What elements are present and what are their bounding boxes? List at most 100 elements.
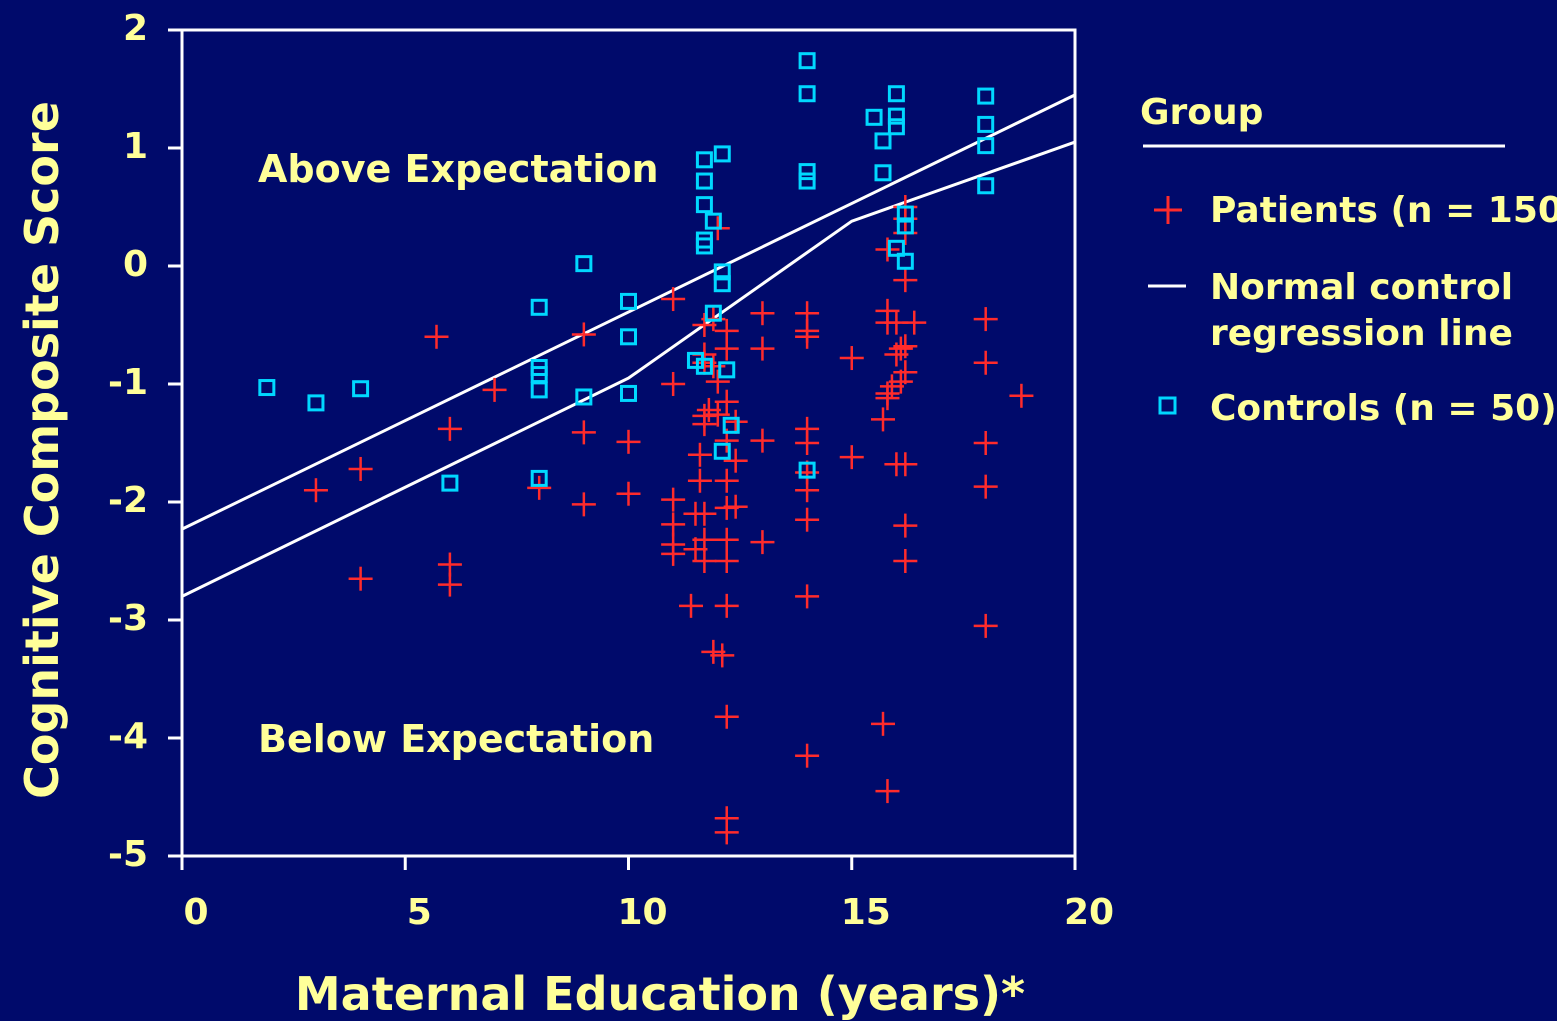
- patient-point: [973, 474, 998, 499]
- patient-point: [692, 412, 717, 437]
- legend-item-patients: Patients (n = 150): [1154, 190, 1557, 231]
- control-point: [307, 394, 325, 412]
- control-point: [713, 263, 731, 281]
- patient-point: [875, 237, 900, 262]
- patient-point: [839, 445, 864, 470]
- patient-point: [710, 643, 735, 668]
- patient-point: [348, 566, 373, 591]
- patient-point: [437, 552, 462, 577]
- x-tick-label: 20: [1064, 892, 1114, 933]
- patient-point: [871, 711, 896, 736]
- patient-point: [714, 468, 739, 493]
- patient-point: [692, 527, 717, 552]
- regression-line: [181, 93, 1076, 531]
- patient-point: [839, 346, 864, 371]
- patient-point: [893, 360, 918, 385]
- patient-point: [571, 322, 596, 347]
- y-tick-label: -3: [108, 598, 148, 639]
- patient-point: [795, 584, 820, 609]
- control-point: [441, 474, 459, 492]
- control-point: [713, 275, 731, 293]
- patient-point: [973, 350, 998, 375]
- patient-point: [714, 704, 739, 729]
- control-point: [722, 416, 740, 434]
- control-point: [798, 52, 816, 70]
- patient-point: [661, 541, 686, 566]
- plot-area: 210-1-2-3-4-50 5 10 15 20: [108, 8, 1114, 933]
- patient-point: [893, 549, 918, 573]
- control-point: [896, 205, 914, 223]
- control-point: [798, 461, 816, 479]
- y-tick-label: -2: [108, 480, 148, 521]
- legend-item-regression-line: Normal control regression line: [1148, 267, 1513, 354]
- patient-point: [795, 478, 820, 503]
- control-point: [798, 85, 816, 103]
- control-point: [713, 145, 731, 163]
- patient-point: [437, 572, 462, 597]
- patient-point: [661, 487, 686, 512]
- patient-point: [616, 481, 641, 506]
- patient-point: [705, 369, 730, 394]
- square-marker-icon: [1158, 396, 1177, 415]
- control-point: [798, 172, 816, 190]
- patient-point: [692, 501, 717, 526]
- patient-point: [902, 310, 927, 335]
- patient-point: [437, 416, 462, 441]
- patient-point: [750, 336, 775, 361]
- control-point: [575, 255, 593, 273]
- control-point: [865, 108, 883, 126]
- patient-point: [714, 527, 739, 552]
- patient-point: [893, 334, 918, 359]
- control-point: [695, 357, 713, 375]
- control-point: [887, 107, 905, 125]
- patient-point: [527, 475, 552, 500]
- control-point: [695, 196, 713, 214]
- patient-point: [714, 336, 739, 361]
- y-tick-label: 0: [123, 244, 148, 285]
- control-point: [620, 384, 637, 402]
- patient-point: [875, 386, 900, 411]
- control-point: [977, 115, 995, 133]
- control-point: [352, 380, 370, 398]
- patient-point: [893, 268, 918, 293]
- patient-point: [714, 549, 739, 573]
- control-point: [620, 292, 637, 310]
- patient-point: [687, 468, 712, 493]
- patient-point: [714, 820, 739, 845]
- patient-point: [303, 478, 328, 503]
- x-tick-label: 15: [841, 892, 891, 933]
- patient-point: [893, 452, 918, 477]
- x-tick-label: 10: [617, 892, 667, 933]
- patient-point: [750, 301, 775, 326]
- patient-point: [687, 442, 712, 467]
- patient-point: [795, 431, 820, 455]
- control-point: [530, 381, 548, 399]
- control-point: [695, 172, 713, 190]
- control-point: [258, 379, 276, 397]
- legend-item-controls: Controls (n = 50): [1158, 388, 1557, 429]
- patient-point: [893, 513, 918, 538]
- patient-point: [705, 402, 730, 427]
- control-point: [704, 212, 722, 230]
- control-point: [874, 164, 892, 182]
- patient-point: [723, 448, 748, 473]
- patient-point: [871, 407, 896, 432]
- regression-line: [181, 140, 1076, 598]
- patient-point: [795, 743, 820, 768]
- patient-point: [571, 492, 596, 517]
- legend-label-regression-line-2: regression line: [1210, 313, 1513, 354]
- patient-point: [661, 512, 686, 537]
- legend-label-patients: Patients (n = 150): [1210, 190, 1557, 231]
- patient-point: [795, 324, 820, 349]
- patient-point: [888, 336, 913, 361]
- control-point: [977, 177, 995, 195]
- x-axis-title: Maternal Education (years)*: [295, 967, 1025, 1021]
- control-point: [977, 87, 995, 105]
- control-point: [713, 442, 731, 460]
- control-point: [620, 328, 637, 346]
- patient-point: [723, 409, 748, 434]
- annotation-above: Above Expectation: [258, 147, 659, 191]
- patient-point: [661, 287, 686, 312]
- y-axis-title: Cognitive Composite Score: [15, 101, 69, 799]
